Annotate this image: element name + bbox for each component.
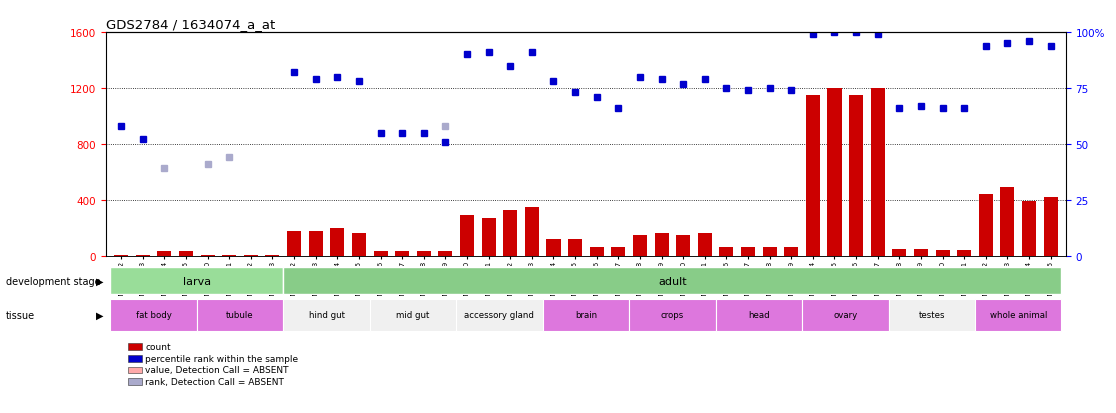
Bar: [589, 248, 604, 256]
Text: count: count: [145, 342, 171, 351]
Bar: [201, 255, 214, 256]
Text: value, Detection Call = ABSENT: value, Detection Call = ABSENT: [145, 366, 289, 375]
Bar: [1043, 197, 1058, 256]
Bar: [330, 228, 345, 256]
Bar: [612, 248, 625, 256]
Bar: [806, 96, 820, 256]
Bar: [1022, 202, 1036, 256]
Text: accessory gland: accessory gland: [464, 311, 535, 319]
Bar: [503, 210, 518, 256]
Bar: [196, 299, 283, 331]
Bar: [266, 255, 279, 256]
Text: rank, Detection Call = ABSENT: rank, Detection Call = ABSENT: [145, 377, 283, 386]
Bar: [374, 252, 387, 256]
Bar: [547, 239, 560, 256]
Bar: [893, 249, 906, 256]
Bar: [741, 248, 756, 256]
Bar: [762, 248, 777, 256]
Text: tissue: tissue: [6, 310, 35, 320]
Bar: [715, 299, 802, 331]
Bar: [1000, 188, 1014, 256]
Bar: [698, 234, 712, 256]
Bar: [849, 96, 863, 256]
Bar: [352, 234, 366, 256]
Bar: [633, 235, 647, 256]
Text: adult: adult: [658, 276, 686, 286]
Bar: [676, 235, 690, 256]
Bar: [439, 252, 452, 256]
Bar: [914, 249, 929, 256]
Bar: [114, 255, 128, 256]
Text: head: head: [748, 311, 770, 319]
Text: brain: brain: [575, 311, 597, 319]
Bar: [542, 299, 629, 331]
Text: larva: larva: [183, 276, 211, 286]
Bar: [720, 248, 733, 256]
Bar: [935, 250, 950, 256]
Bar: [958, 250, 971, 256]
Text: hind gut: hind gut: [308, 311, 345, 319]
Bar: [157, 252, 172, 256]
Bar: [456, 299, 542, 331]
Text: percentile rank within the sample: percentile rank within the sample: [145, 354, 298, 363]
Text: fat body: fat body: [136, 311, 172, 319]
Bar: [888, 299, 975, 331]
Text: crops: crops: [661, 311, 684, 319]
Text: development stage: development stage: [6, 276, 100, 286]
Text: ovary: ovary: [834, 311, 857, 319]
Bar: [525, 207, 539, 256]
Bar: [785, 248, 798, 256]
Bar: [870, 89, 885, 256]
Bar: [979, 195, 993, 256]
Bar: [309, 231, 323, 256]
Bar: [110, 299, 196, 331]
Bar: [110, 268, 283, 294]
Text: GDS2784 / 1634074_a_at: GDS2784 / 1634074_a_at: [106, 17, 276, 31]
Bar: [802, 299, 888, 331]
Bar: [568, 239, 583, 256]
Bar: [629, 299, 715, 331]
Bar: [222, 255, 237, 256]
Bar: [369, 299, 456, 331]
Bar: [179, 252, 193, 256]
Bar: [975, 299, 1061, 331]
Bar: [287, 231, 301, 256]
Text: whole animal: whole animal: [990, 311, 1047, 319]
Bar: [283, 299, 369, 331]
Bar: [136, 255, 150, 256]
Bar: [243, 255, 258, 256]
Bar: [827, 89, 841, 256]
Bar: [460, 216, 474, 256]
Text: ▶: ▶: [96, 310, 104, 320]
Bar: [416, 252, 431, 256]
Bar: [395, 252, 410, 256]
Bar: [482, 218, 496, 256]
Bar: [283, 268, 1061, 294]
Bar: [654, 234, 668, 256]
Text: ▶: ▶: [96, 276, 104, 286]
Text: tubule: tubule: [227, 311, 253, 319]
Text: mid gut: mid gut: [396, 311, 430, 319]
Text: testes: testes: [918, 311, 945, 319]
